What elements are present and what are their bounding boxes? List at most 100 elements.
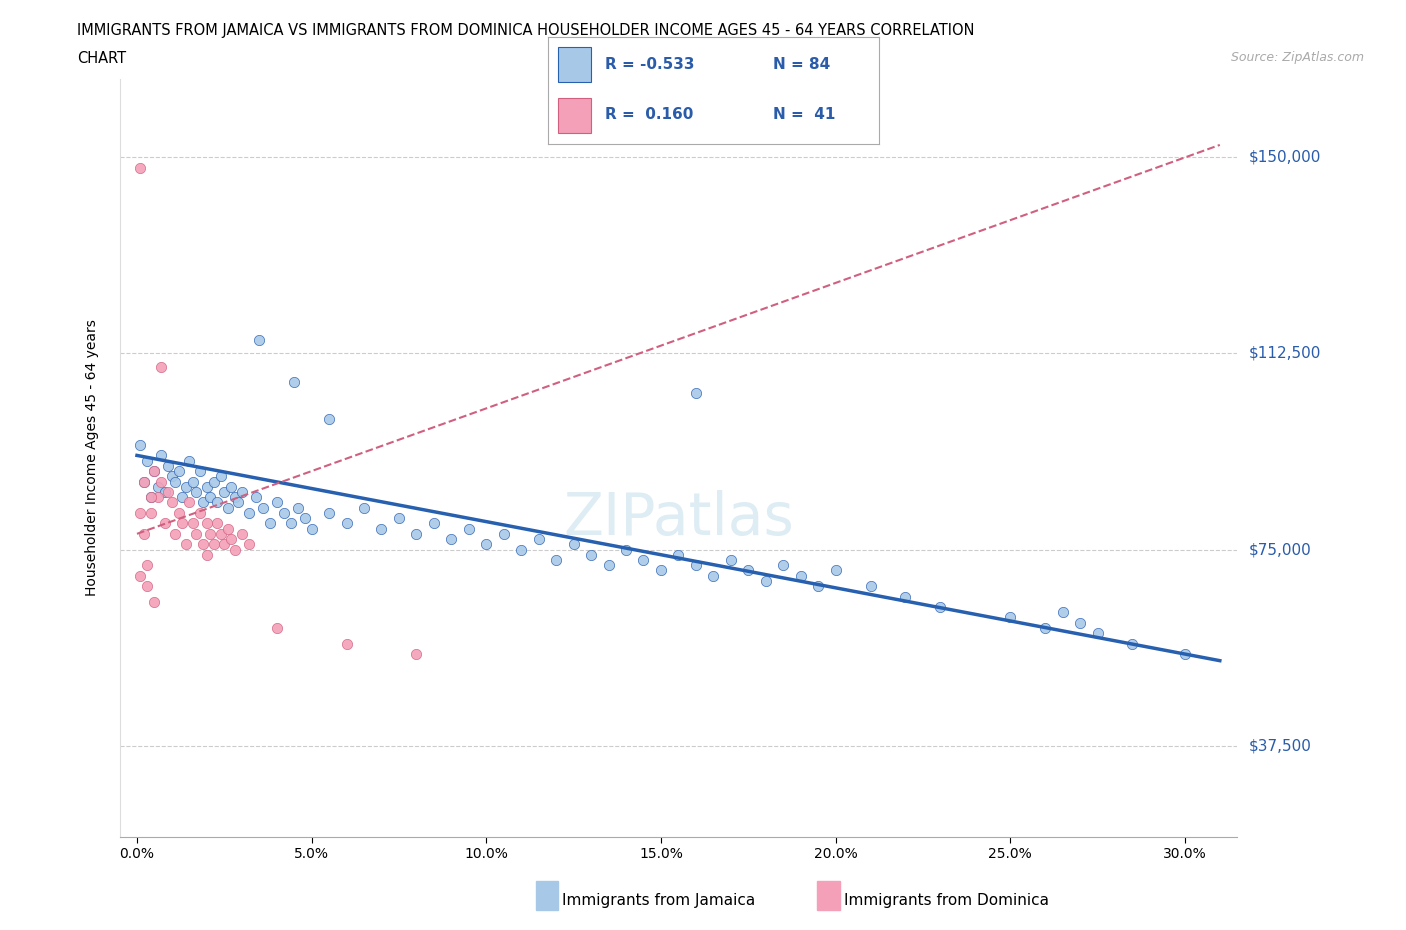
Point [136, 453, 159, 468]
Point [132, 526, 155, 541]
Point [193, 537, 215, 551]
Point [1069, 616, 1091, 631]
Point [157, 485, 180, 499]
Point [245, 490, 267, 505]
Point [160, 469, 183, 484]
Text: IMMIGRANTS FROM JAMAICA VS IMMIGRANTS FROM DOMINICA HOUSEHOLDER INCOME AGES 45 -: IMMIGRANTS FROM JAMAICA VS IMMIGRANTS FR… [77, 23, 974, 38]
Text: R = -0.533: R = -0.533 [605, 57, 695, 72]
Point [200, 490, 222, 505]
Point [685, 558, 707, 573]
Point [139, 490, 162, 505]
Point [929, 600, 952, 615]
Text: N = 84: N = 84 [773, 57, 831, 72]
Point [562, 537, 585, 551]
Point [388, 511, 411, 525]
Point [666, 547, 689, 562]
Point [370, 521, 392, 536]
Point [132, 474, 155, 489]
Text: CHART: CHART [77, 51, 127, 66]
Point [772, 558, 794, 573]
Point [737, 563, 759, 578]
Point [685, 385, 707, 400]
Text: $112,500: $112,500 [1249, 346, 1320, 361]
Text: $75,000: $75,000 [1249, 542, 1312, 557]
Point [188, 506, 211, 521]
Point [179, 453, 201, 468]
Point [457, 521, 479, 536]
Point [195, 479, 218, 494]
Point [266, 495, 288, 510]
Point [1121, 636, 1143, 651]
Point [859, 578, 882, 593]
Point [193, 495, 215, 510]
Point [614, 542, 637, 557]
Point [231, 485, 253, 499]
Point [440, 532, 463, 547]
Text: Immigrants from Dominica: Immigrants from Dominica [844, 893, 1049, 908]
Point [650, 563, 672, 578]
Point [226, 495, 249, 510]
Point [195, 547, 218, 562]
Point [202, 537, 225, 551]
Point [335, 636, 357, 651]
Point [633, 552, 655, 567]
Point [475, 537, 498, 551]
Point [165, 474, 187, 489]
Point [224, 490, 246, 505]
Point [150, 474, 173, 489]
Point [231, 526, 253, 541]
Point [405, 646, 427, 661]
Point [219, 479, 242, 494]
Point [136, 558, 159, 573]
Point [165, 526, 187, 541]
Point [207, 495, 229, 510]
Point [546, 552, 568, 567]
Point [181, 516, 204, 531]
Point [318, 506, 340, 521]
Point [214, 537, 236, 551]
Point [157, 458, 180, 473]
Point [150, 359, 173, 374]
Point [139, 490, 162, 505]
Point [217, 500, 239, 515]
Point [153, 516, 176, 531]
Text: Immigrants from Jamaica: Immigrants from Jamaica [562, 893, 755, 908]
Point [132, 474, 155, 489]
Point [238, 537, 260, 551]
Point [153, 485, 176, 499]
Point [214, 485, 236, 499]
Point [209, 526, 232, 541]
Point [146, 479, 169, 494]
Point [146, 490, 169, 505]
Point [510, 542, 533, 557]
Point [160, 495, 183, 510]
Point [143, 464, 166, 479]
Point [129, 568, 152, 583]
Point [172, 516, 194, 531]
Point [287, 500, 309, 515]
Text: $37,500: $37,500 [1249, 738, 1312, 753]
Point [179, 495, 201, 510]
Point [598, 558, 620, 573]
Point [1174, 646, 1197, 661]
Point [266, 620, 288, 635]
Text: R =  0.160: R = 0.160 [605, 107, 693, 122]
Point [202, 474, 225, 489]
Point [167, 506, 190, 521]
Point [294, 511, 316, 525]
Point [129, 437, 152, 452]
Point [186, 526, 208, 541]
Point [702, 568, 724, 583]
Point [755, 574, 778, 589]
Point [301, 521, 323, 536]
Point [150, 448, 173, 463]
Point [318, 411, 340, 426]
Point [195, 516, 218, 531]
Text: $150,000: $150,000 [1249, 150, 1320, 165]
Point [136, 578, 159, 593]
Point [247, 333, 270, 348]
Point [252, 500, 274, 515]
Point [207, 516, 229, 531]
Point [209, 469, 232, 484]
Point [238, 506, 260, 521]
